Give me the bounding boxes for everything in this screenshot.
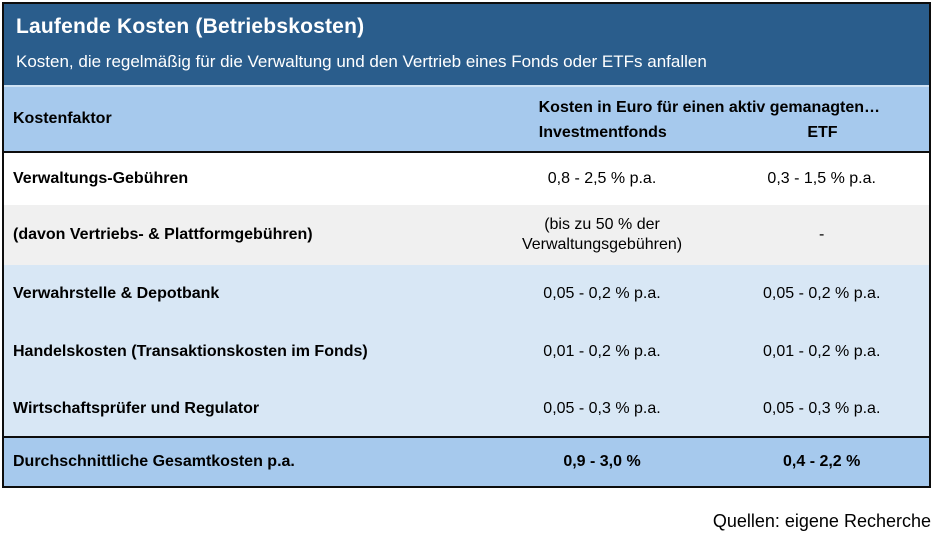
row-value-etf: 0,05 - 0,3 % p.a. <box>762 399 881 417</box>
row-value-etf: - <box>819 226 825 243</box>
running-costs-table: Laufende Kosten (Betriebskosten) Kosten,… <box>2 2 931 488</box>
column-group-header: Kosten in Euro für einen aktiv gemanagte… <box>538 98 880 116</box>
row-label: Wirtschaftsprüfer und Regulator <box>13 399 260 417</box>
total-row: Durchschnittliche Gesamtkosten p.a. 0,9 … <box>4 436 929 486</box>
column-header-kostenfaktor: Kostenfaktor <box>13 110 112 127</box>
table-row: Wirtschaftsprüfer und Regulator 0,05 - 0… <box>4 381 929 436</box>
column-header-row: Kostenfaktor Kosten in Euro für einen ak… <box>4 85 929 153</box>
source-note: Quellen: eigene Recherche <box>712 511 931 531</box>
row-value-investmentfonds: 0,05 - 0,3 % p.a. <box>543 399 661 417</box>
total-value-etf: 0,4 - 2,2 % <box>783 453 861 470</box>
table-row: Verwahrstelle & Depotbank 0,05 - 0,2 % p… <box>4 265 929 323</box>
column-group: Kosten in Euro für einen aktiv gemanagte… <box>490 87 929 151</box>
row-label: Handelskosten (Transaktionskosten im Fon… <box>13 343 368 360</box>
total-row-label: Durchschnittliche Gesamtkosten p.a. <box>13 453 295 470</box>
table-row: Verwaltungs-Gebühren 0,8 - 2,5 % p.a. 0,… <box>4 153 929 205</box>
table-subtitle: Kosten, die regelmäßig für die Verwaltun… <box>16 52 707 71</box>
table-row: (davon Vertriebs- & Plattformgebühren) (… <box>4 205 929 265</box>
row-value-investmentfonds: 0,8 - 2,5 % p.a. <box>547 170 657 187</box>
row-label: (davon Vertriebs- & Plattformgebühren) <box>13 226 313 243</box>
row-value-etf: 0,3 - 1,5 % p.a. <box>767 170 876 187</box>
row-label: Verwahrstelle & Depotbank <box>13 285 220 302</box>
row-label: Verwaltungs-Gebühren <box>13 170 189 187</box>
row-value-investmentfonds: 0,01 - 0,2 % p.a. <box>543 343 661 360</box>
row-value-etf: 0,01 - 0,2 % p.a. <box>762 343 881 360</box>
row-value-investmentfonds: (bis zu 50 % der Verwaltungsgebühren) <box>521 216 683 253</box>
column-header-etf: ETF <box>807 123 838 141</box>
sub-headers: Investmentfonds ETF <box>490 124 929 142</box>
row-value-investmentfonds: 0,05 - 0,2 % p.a. <box>543 285 661 302</box>
row-value-etf: 0,05 - 0,2 % p.a. <box>762 285 881 302</box>
table-title: Laufende Kosten (Betriebskosten) <box>16 15 365 38</box>
table-title-band: Laufende Kosten (Betriebskosten) Kosten,… <box>4 4 929 85</box>
table-row: Handelskosten (Transaktionskosten im Fon… <box>4 323 929 381</box>
total-value-investmentfonds: 0,9 - 3,0 % <box>563 453 641 470</box>
column-header-investmentfonds: Investmentfonds <box>538 123 667 141</box>
